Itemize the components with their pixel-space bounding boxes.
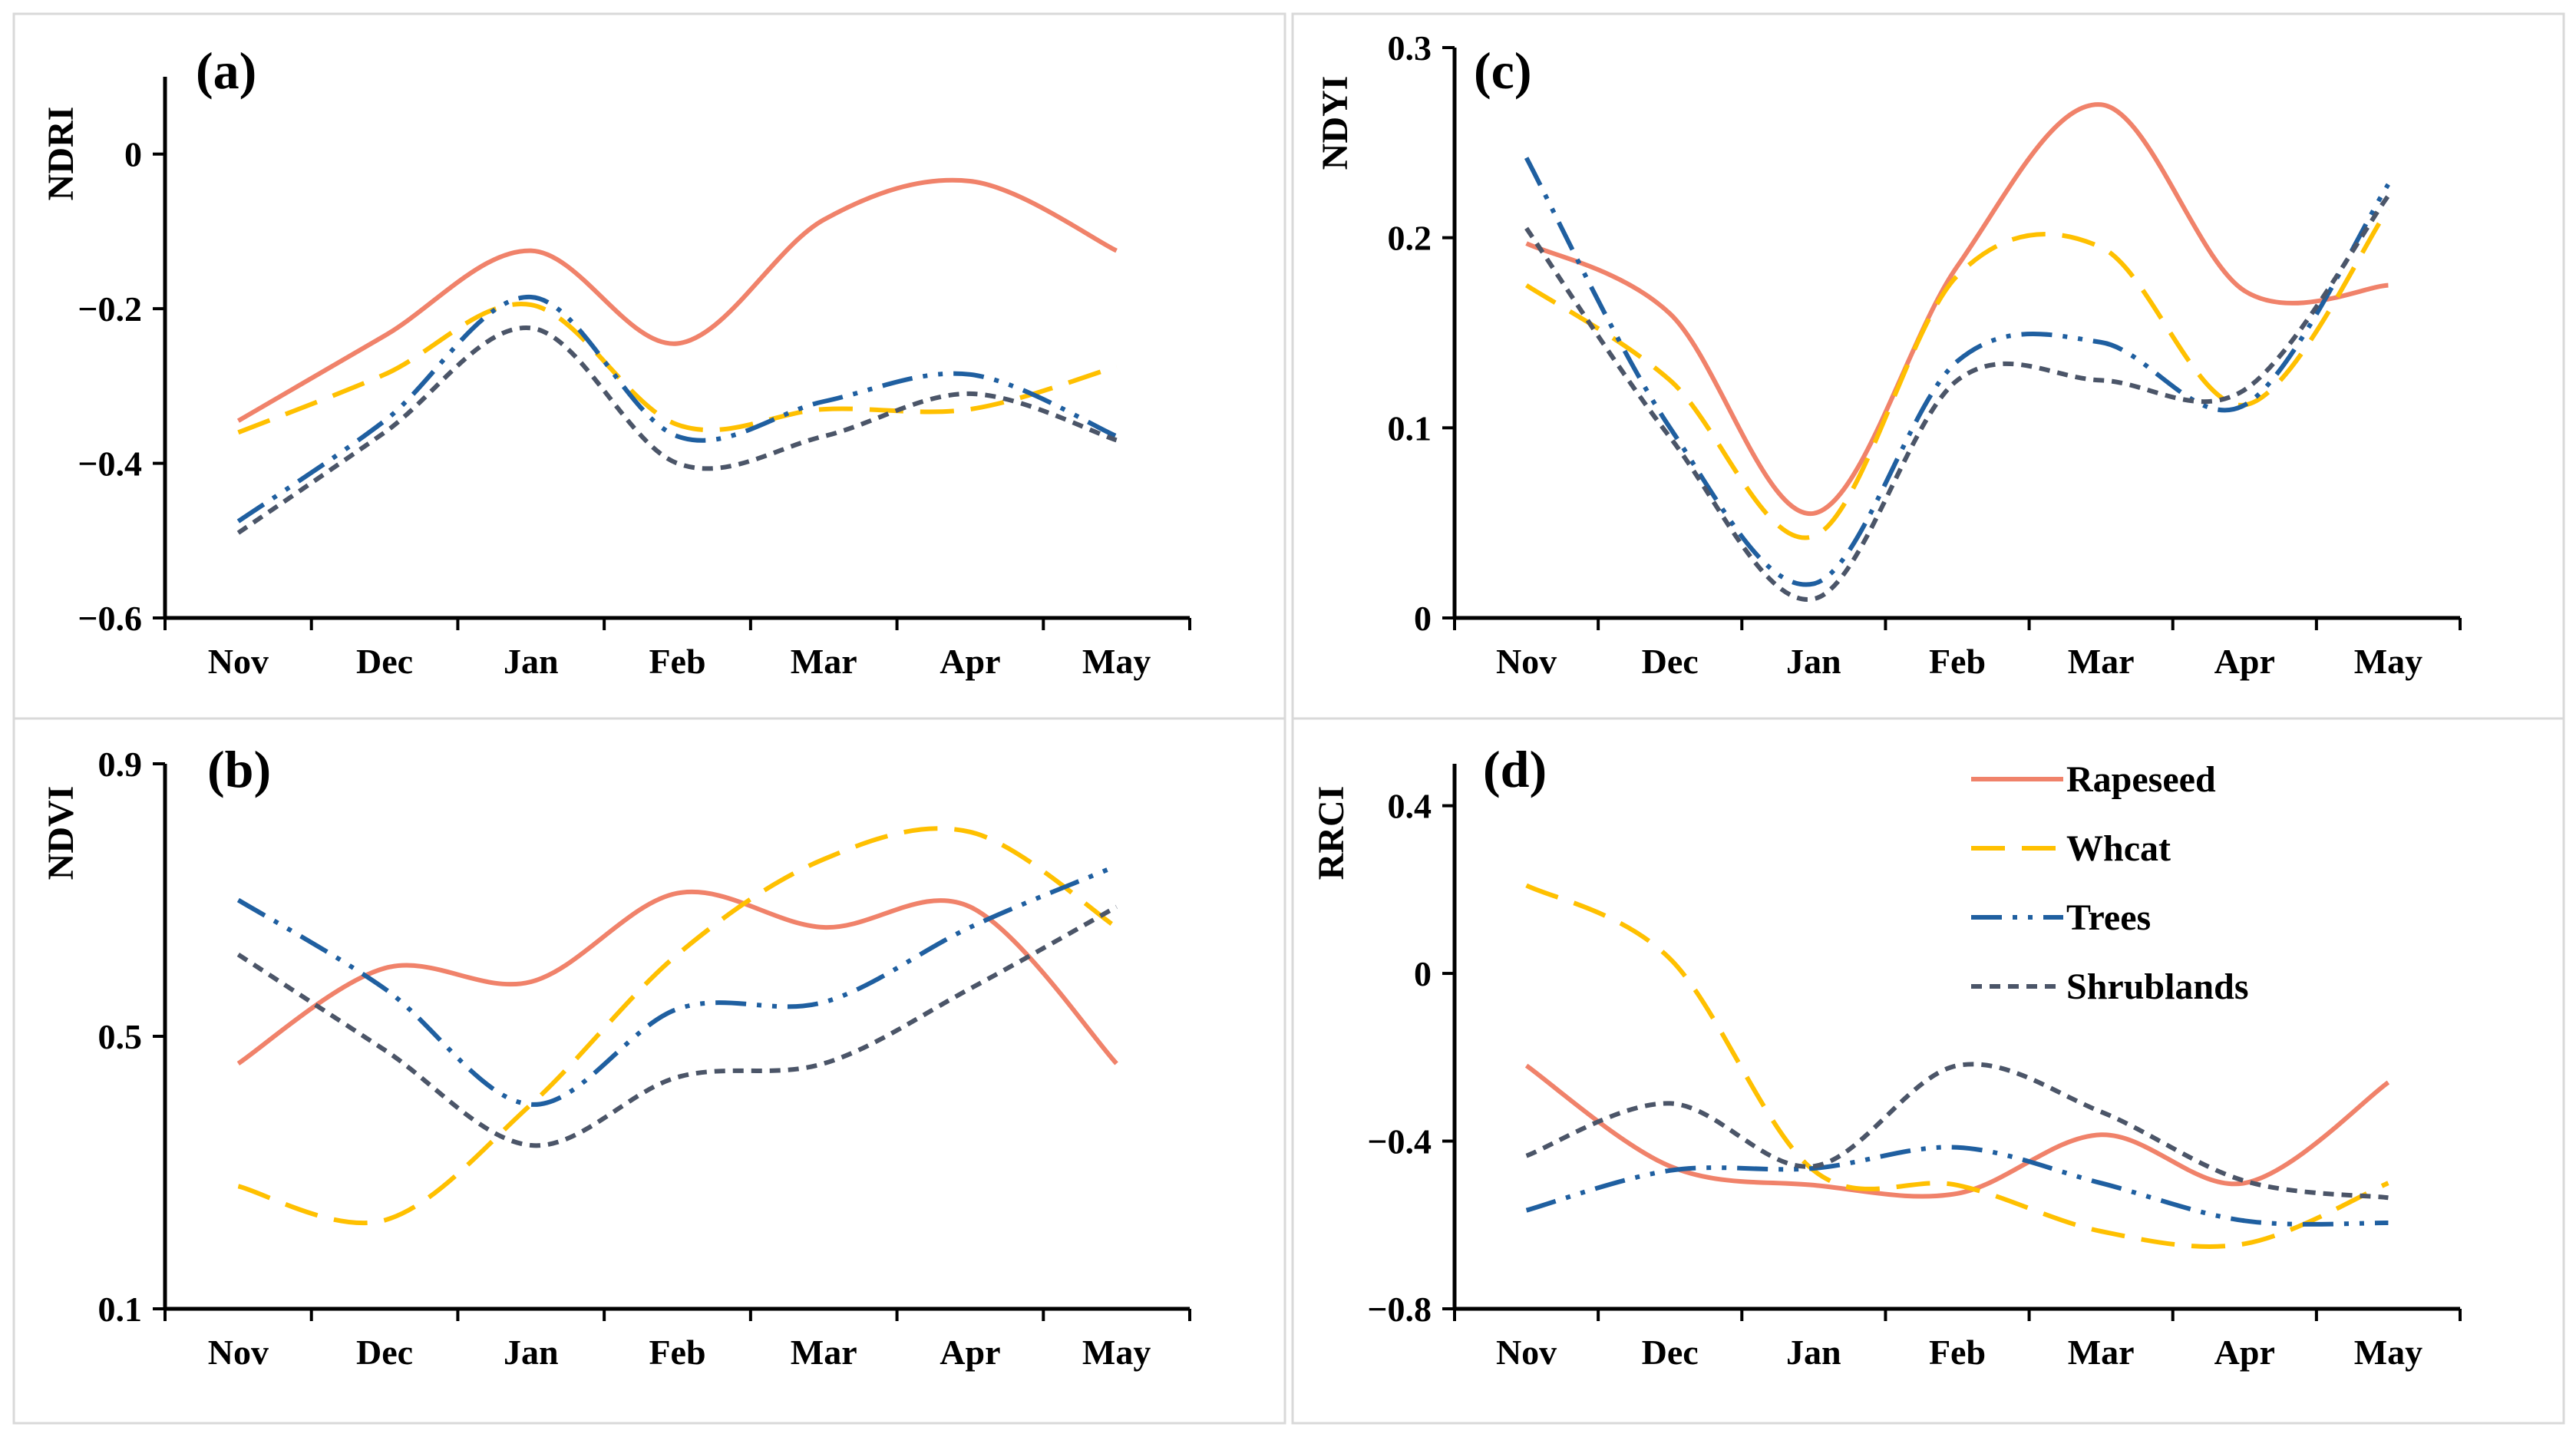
series-line-rapeseed-d: [1524, 1063, 2390, 1199]
series-line-wheat-b: [237, 826, 1118, 1226]
series-line-rapeseed-a: [236, 177, 1118, 423]
panel-frame-d: [1291, 717, 2565, 1425]
x-tick-label-b: Feb: [649, 1333, 705, 1372]
series-line-trees-b: [236, 864, 1118, 1107]
x-tick-label-c: Apr: [2214, 642, 2275, 681]
x-tick-label-c: Jan: [1786, 642, 1841, 681]
y-axis-title-c: NDYI: [1315, 76, 1356, 170]
y-tick-label-c: 0: [1414, 599, 1432, 638]
y-tick-label-b: 0.1: [98, 1290, 143, 1329]
legend-label-trees: Trees: [2066, 897, 2151, 938]
x-tick-label-c: Mar: [2068, 642, 2135, 681]
series-line-trees-a: [236, 294, 1118, 524]
series-line-shrublands-a: [236, 325, 1118, 535]
panel-label-d: (d): [1483, 740, 1547, 798]
x-tick-label-d: Feb: [1929, 1333, 1986, 1372]
x-tick-label-b: Nov: [208, 1333, 269, 1372]
y-tick-label-c: 0.2: [1388, 219, 1432, 258]
x-tick-label-c: Nov: [1496, 642, 1557, 681]
panel-frame-c: [1291, 12, 2565, 720]
legend-label-shrublands: Shrublands: [2066, 966, 2249, 1007]
y-tick-label-c: 0.1: [1388, 408, 1432, 448]
panel-label-b: (b): [207, 740, 271, 798]
legend: Rapeseed Whcat Trees Shrublands: [1971, 759, 2249, 1007]
y-tick-label-a: −0.6: [78, 599, 142, 638]
x-tick-label-d: Mar: [2068, 1333, 2135, 1372]
y-tick-label-c: 0.3: [1388, 28, 1432, 68]
panel-b-ndvi: 0.1 0.5 0.9 Nov Dec Jan Feb Mar Apr May NDVI (b): [41, 740, 1191, 1372]
x-tick-label-a: Dec: [356, 642, 413, 681]
y-tick-label-a: −0.2: [78, 289, 142, 329]
x-tick-label-d: Dec: [1642, 1333, 1699, 1372]
panel-frame-b: [12, 717, 1286, 1425]
y-tick-label-b: 0.5: [98, 1017, 143, 1056]
series-line-wheat-c: [1524, 207, 2390, 540]
x-tick-label-d: Jan: [1786, 1333, 1841, 1372]
x-tick-label-a: Jan: [504, 642, 559, 681]
y-tick-label-a: 0: [124, 135, 142, 174]
x-tick-label-d: May: [2354, 1333, 2422, 1372]
x-tick-label-a: May: [1082, 642, 1151, 681]
y-axis-title-d: RRCI: [1311, 786, 1352, 880]
series-line-wheat-a: [237, 302, 1118, 435]
x-tick-label-d: Apr: [2214, 1333, 2275, 1372]
x-tick-label-a: Apr: [940, 642, 1000, 681]
series-line-trees-c: [1524, 157, 2390, 587]
series-line-trees-d: [1525, 1145, 2389, 1227]
x-tick-label-a: Nov: [208, 642, 269, 681]
y-tick-label-d: −0.8: [1367, 1290, 1432, 1329]
panel-d-rrci: −0.8 −0.4 0 0.4 Nov Dec Jan Feb Mar Apr May RRCI (d): [1311, 740, 2462, 1372]
y-tick-label-a: −0.4: [78, 444, 142, 484]
legend-label-rapeseed: Rapeseed: [2066, 759, 2216, 800]
series-line-shrublands-c: [1524, 194, 2390, 602]
x-tick-label-c: Feb: [1929, 642, 1986, 681]
series-line-rapeseed-c: [1525, 102, 2389, 516]
x-tick-label-a: Mar: [791, 642, 857, 681]
panel-label-c: (c): [1474, 41, 1531, 100]
y-axis-title-b: NDVI: [41, 786, 81, 880]
x-tick-label-b: Jan: [504, 1333, 559, 1372]
y-tick-label-d: −0.4: [1367, 1122, 1432, 1161]
panel-frame-a: [12, 12, 1286, 720]
x-tick-label-c: Dec: [1642, 642, 1699, 681]
y-tick-label-d: 0.4: [1388, 787, 1432, 826]
y-tick-label-d: 0: [1414, 954, 1432, 993]
series-line-rapeseed-b: [236, 890, 1118, 1066]
x-tick-label-c: May: [2354, 642, 2422, 681]
x-tick-label-d: Nov: [1496, 1333, 1557, 1372]
x-tick-label-b: May: [1082, 1333, 1151, 1372]
y-axis-title-a: NDRI: [41, 107, 81, 201]
x-tick-label-a: Feb: [649, 642, 705, 681]
panel-a-ndri: −0.6 −0.4 −0.2 0 Nov Dec Jan Feb Mar Apr May NDRI (a…: [41, 41, 1191, 681]
x-tick-label-b: Dec: [356, 1333, 413, 1372]
series-line-shrublands-b: [236, 904, 1118, 1148]
series-line-wheat-d: [1525, 883, 2389, 1249]
x-tick-label-b: Mar: [791, 1333, 857, 1372]
panel-c-ndyi: 0 0.1 0.2 0.3 Nov Dec Jan Feb Mar Apr May NDYI (c): [1315, 28, 2462, 681]
series-line-shrublands-d: [1525, 1062, 2389, 1201]
legend-label-wheat: Whcat: [2066, 828, 2171, 869]
x-tick-label-b: Apr: [940, 1333, 1000, 1372]
y-tick-label-b: 0.9: [98, 745, 143, 784]
panel-label-a: (a): [196, 41, 256, 100]
